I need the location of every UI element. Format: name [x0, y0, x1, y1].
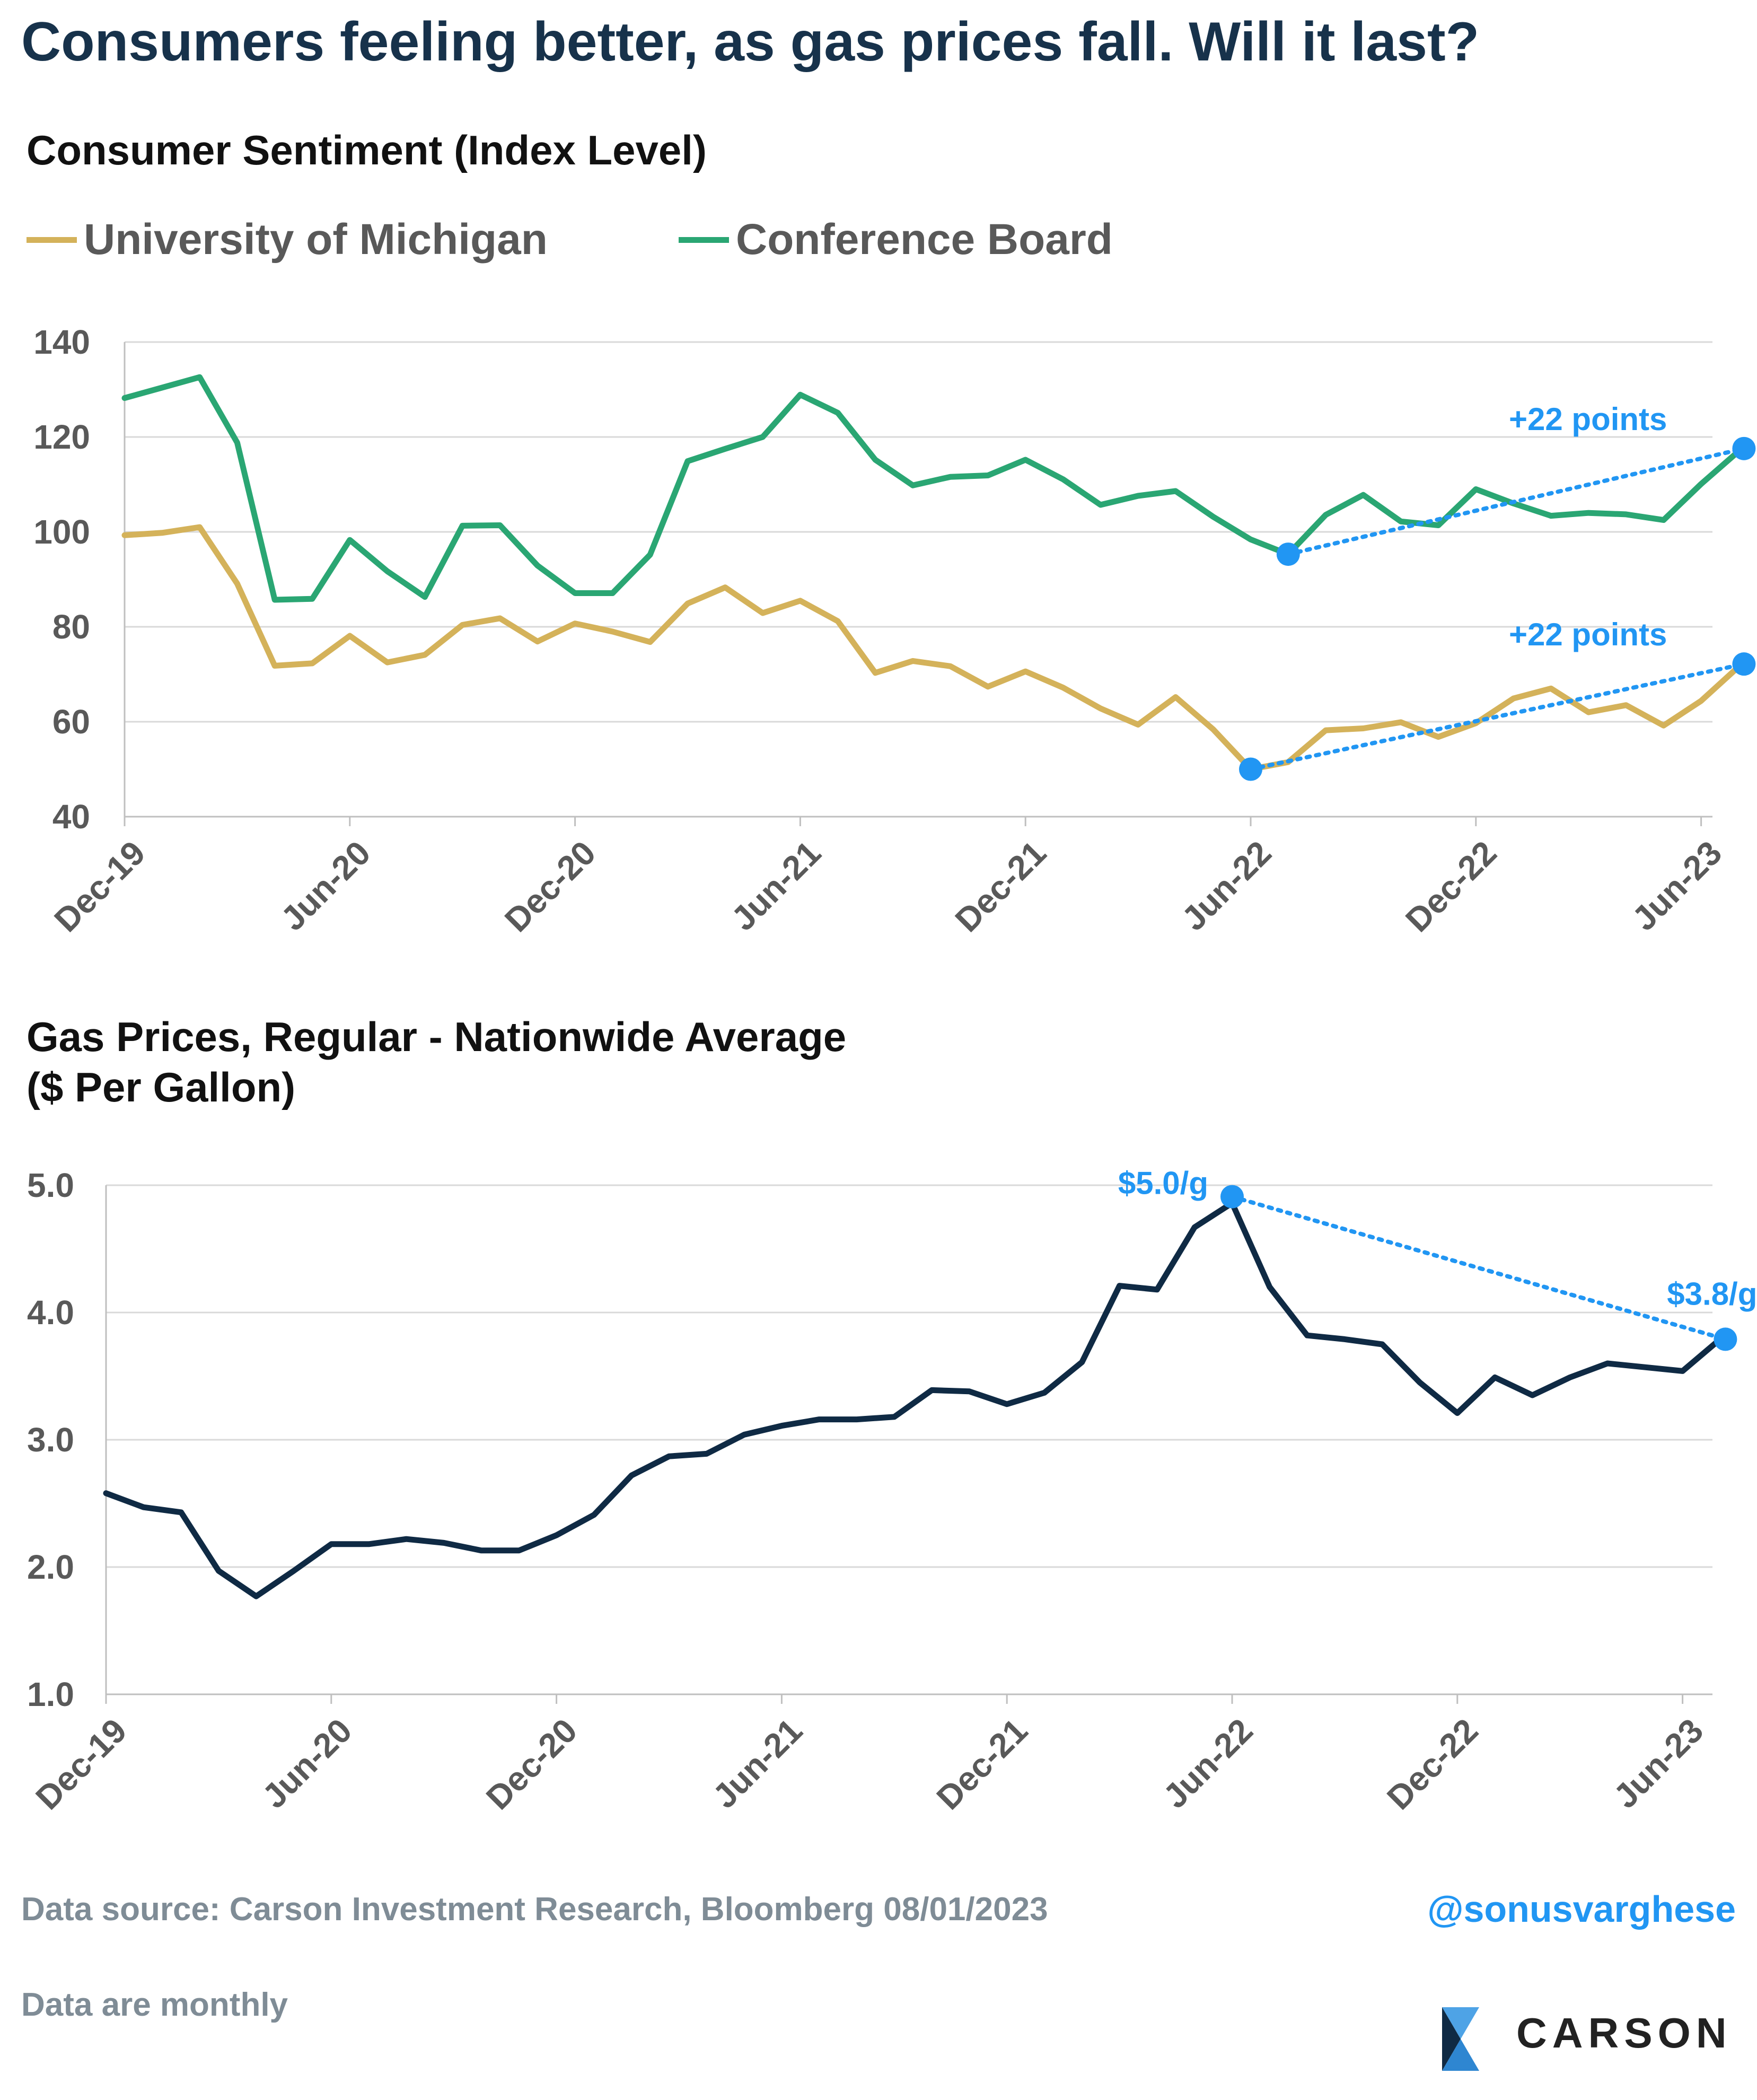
headline: Consumers feeling better, as gas prices … [21, 11, 1480, 73]
annotation-arrow [1230, 1194, 1728, 1342]
y-tick-label: 60 [52, 703, 90, 741]
annotation-label-peak: $5.0/g [1118, 1166, 1208, 1201]
gas-chart-title-line2: ($ Per Gallon) [27, 1064, 296, 1110]
sentiment-chart-title: Consumer Sentiment (Index Level) [27, 127, 707, 173]
y-tick-label: 100 [33, 513, 90, 551]
legend-label-michigan: University of Michigan [84, 215, 548, 264]
x-tick-label: Dec-19 [28, 1711, 134, 1817]
y-tick-label: 5.0 [27, 1166, 74, 1204]
series-line-university-of-michigan [121, 524, 1742, 772]
y-tick-label: 120 [33, 418, 90, 456]
legend-swatch-michigan [27, 237, 77, 243]
annotation-arrow [1249, 662, 1746, 772]
gas-chart-title-line1: Gas Prices, Regular - Nationwide Average [27, 1013, 847, 1060]
series-line-conference-board [121, 374, 1742, 603]
x-tick-label: Dec-21 [929, 1711, 1035, 1817]
x-tick-label: Jun-22 [1156, 1711, 1260, 1816]
annotation-label-current: $3.8/g [1667, 1276, 1757, 1311]
annotation-start-marker [1276, 542, 1300, 566]
annotation-arrow [1286, 446, 1746, 557]
y-tick-label: 3.0 [27, 1421, 74, 1459]
y-tick-label: 80 [52, 608, 90, 646]
x-tick-label: Jun-21 [705, 1711, 810, 1816]
y-tick-label: 2.0 [27, 1548, 74, 1586]
x-tick-label: Jun-20 [255, 1711, 359, 1816]
data-frequency-note: Data are monthly [21, 1987, 288, 2023]
carson-logo-text: CARSON [1516, 2009, 1732, 2057]
annotation-label: +22 points [1509, 617, 1667, 652]
legend-label-conference: Conference Board [736, 215, 1113, 264]
x-tick-label: Dec-20 [479, 1711, 584, 1817]
annotation-label: +22 points [1509, 401, 1667, 437]
series-line-gas-price [103, 1200, 1723, 1599]
x-tick-label: Dec-22 [1380, 1711, 1485, 1817]
carson-logo-icon [1442, 2007, 1479, 2071]
data-source-note: Data source: Carson Investment Research,… [21, 1891, 1048, 1928]
annotation-start-marker [1220, 1185, 1244, 1209]
y-tick-label: 40 [52, 798, 90, 836]
carson-logo: CARSON [1431, 1994, 1739, 2084]
annotation-start-marker [1239, 757, 1262, 781]
gas-chart: 1.0 2.0 3.0 4.0 5.0 Dec-19 Jun-20 Dec-20 Jun-21 D… [27, 1166, 1757, 1817]
legend-swatch-conference [679, 237, 729, 243]
annotation-end-marker [1732, 652, 1756, 676]
x-tick-label: Jun-23 [1606, 1711, 1711, 1816]
annotation-end-marker [1732, 436, 1756, 460]
y-tick-label: 140 [33, 323, 90, 361]
twitter-handle[interactable]: @sonusvarghese [1427, 1888, 1736, 1930]
annotation-end-marker [1714, 1327, 1737, 1351]
y-tick-label: 1.0 [27, 1675, 74, 1713]
y-tick-label: 4.0 [27, 1293, 74, 1332]
